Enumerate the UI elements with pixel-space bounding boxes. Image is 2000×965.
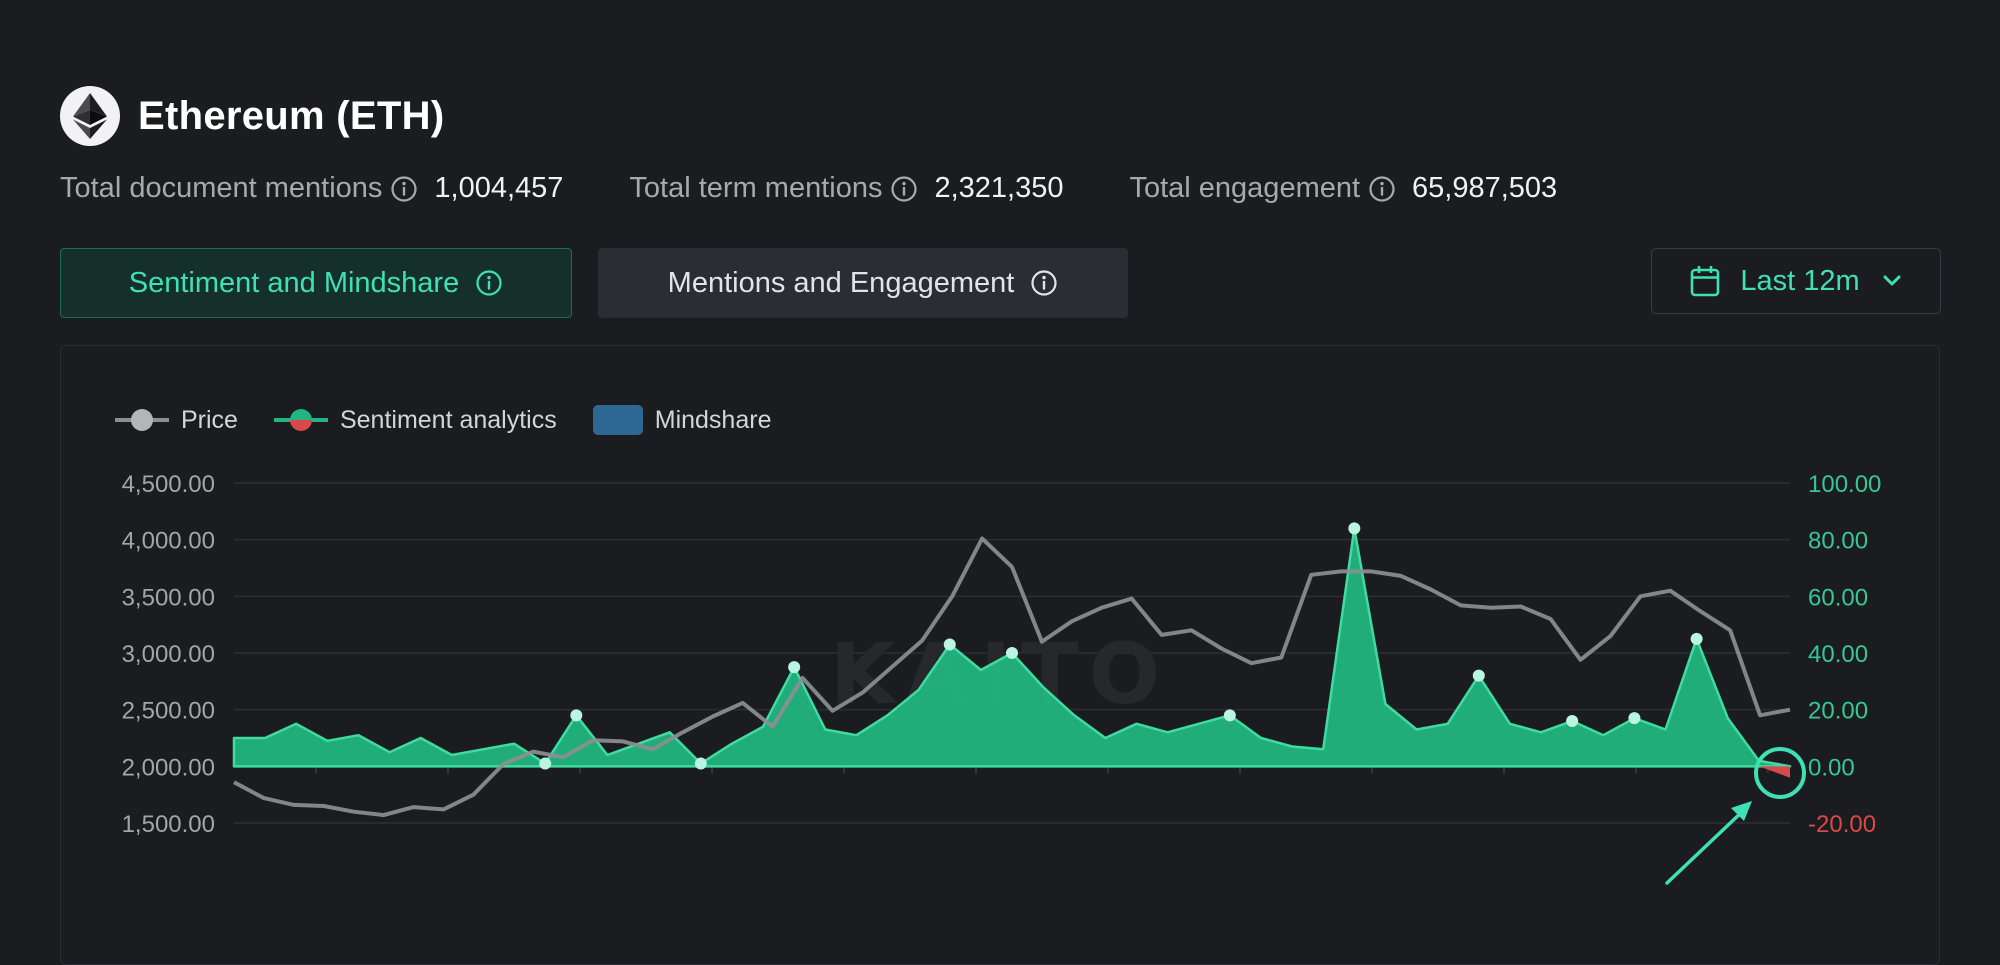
stat-value: 65,987,503: [1412, 172, 1558, 204]
chart-legend: Price Sentiment analytics Mindshare: [115, 405, 807, 435]
y-left-tick-label: 1,500.00: [122, 811, 215, 838]
tab-sentiment-mindshare[interactable]: Sentiment and Mindshare: [60, 248, 572, 318]
info-icon[interactable]: [1030, 269, 1058, 297]
y-right-tick-label: 0.00: [1808, 754, 1855, 781]
stat-value: 2,321,350: [934, 172, 1064, 204]
sentiment-point: [1348, 522, 1361, 535]
info-icon[interactable]: [475, 269, 503, 297]
sentiment-point: [539, 757, 552, 770]
y-right-tick-label: 20.00: [1808, 698, 1868, 725]
y-right-tick-label: 60.00: [1808, 584, 1868, 611]
sentiment-price-chart: KAITO4,500.004,000.003,500.003,000.002,5…: [122, 471, 1881, 885]
legend-label: Price: [181, 405, 238, 434]
legend-sentiment-swatch: [273, 409, 328, 431]
sentiment-point: [788, 661, 801, 674]
annotation-arrow-head: [1731, 801, 1752, 821]
stat-document-mentions: Total document mentions 1,004,457: [60, 172, 563, 205]
sentiment-point: [1006, 647, 1018, 659]
sentiment-point: [694, 757, 707, 770]
calendar-icon: [1690, 265, 1720, 297]
info-icon[interactable]: [390, 175, 418, 203]
stats-row: Total document mentions 1,004,457 Total …: [60, 172, 1623, 205]
legend-item-sentiment[interactable]: Sentiment analytics: [273, 405, 557, 435]
y-left-tick-label: 4,500.00: [122, 471, 215, 498]
legend-label: Mindshare: [654, 405, 772, 434]
y-right-tick-label: 100.00: [1808, 471, 1881, 498]
sentiment-point: [570, 709, 583, 722]
y-right-tick-label: -20.00: [1808, 811, 1876, 838]
date-range-dropdown[interactable]: Last 12m: [1651, 248, 1941, 314]
stat-term-mentions: Total term mentions 2,321,350: [629, 172, 1063, 205]
y-right-tick-label: 80.00: [1808, 528, 1868, 555]
sentiment-negative-area: [1758, 766, 1790, 778]
sentiment-point: [1566, 715, 1579, 727]
y-left-tick-label: 2,000.00: [122, 754, 215, 781]
price-line: [233, 536, 1791, 818]
stat-engagement: Total engagement 65,987,503: [1129, 172, 1557, 205]
y-left-tick-label: 2,500.00: [122, 698, 215, 725]
sentiment-point: [1223, 709, 1236, 722]
y-left-tick-label: 3,000.00: [122, 641, 215, 668]
stat-label: Total document mentions: [60, 172, 383, 204]
stat-label: Total engagement: [1129, 172, 1361, 204]
legend-label: Sentiment analytics: [339, 405, 557, 434]
highlight-circle: [1754, 747, 1806, 799]
date-range-label: Last 12m: [1740, 264, 1860, 297]
sentiment-point: [1628, 712, 1641, 725]
sentiment-point: [943, 638, 956, 651]
stat-value: 1,004,457: [434, 172, 564, 204]
tab-label: Mentions and Engagement: [667, 266, 1015, 299]
legend-mindshare-swatch: [592, 405, 643, 435]
page-title: Ethereum (ETH): [138, 93, 445, 138]
stat-label: Total term mentions: [629, 172, 883, 204]
legend-item-price[interactable]: Price: [115, 406, 238, 435]
asset-header: Ethereum (ETH): [60, 86, 444, 146]
y-right-tick-label: 40.00: [1808, 641, 1868, 668]
info-icon[interactable]: [1368, 175, 1396, 203]
chevron-down-icon: [1882, 274, 1902, 288]
sentiment-point: [1472, 669, 1485, 682]
ethereum-icon: [60, 86, 120, 146]
info-icon[interactable]: [890, 175, 918, 203]
legend-price-swatch: [115, 409, 169, 431]
sentiment-point: [1690, 632, 1703, 645]
tab-label: Sentiment and Mindshare: [128, 266, 460, 299]
annotation-arrow-shaft: [1665, 808, 1746, 885]
tab-mentions-engagement[interactable]: Mentions and Engagement: [598, 248, 1128, 318]
legend-item-mindshare[interactable]: Mindshare: [592, 405, 772, 435]
y-left-tick-label: 4,000.00: [122, 528, 215, 555]
y-left-tick-label: 3,500.00: [122, 584, 215, 611]
